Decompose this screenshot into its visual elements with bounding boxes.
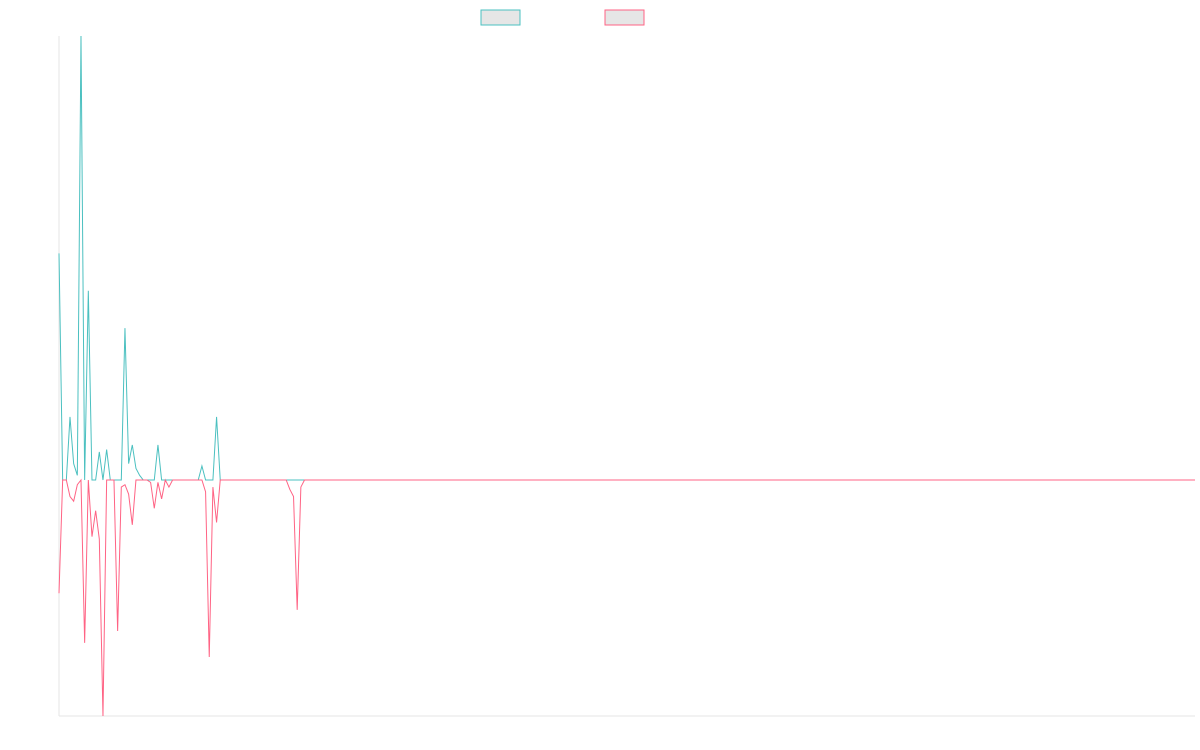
chart-legend [480, 9, 645, 26]
series-2-line [58, 478, 1195, 717]
legend-item-1[interactable] [480, 9, 521, 26]
legend-swatch-2[interactable] [604, 9, 645, 26]
series-layer [58, 35, 1195, 717]
legend-swatch-1[interactable] [480, 9, 521, 26]
series-1-line [58, 35, 1195, 481]
plot-area [58, 35, 1195, 717]
legend-item-2[interactable] [604, 9, 645, 26]
